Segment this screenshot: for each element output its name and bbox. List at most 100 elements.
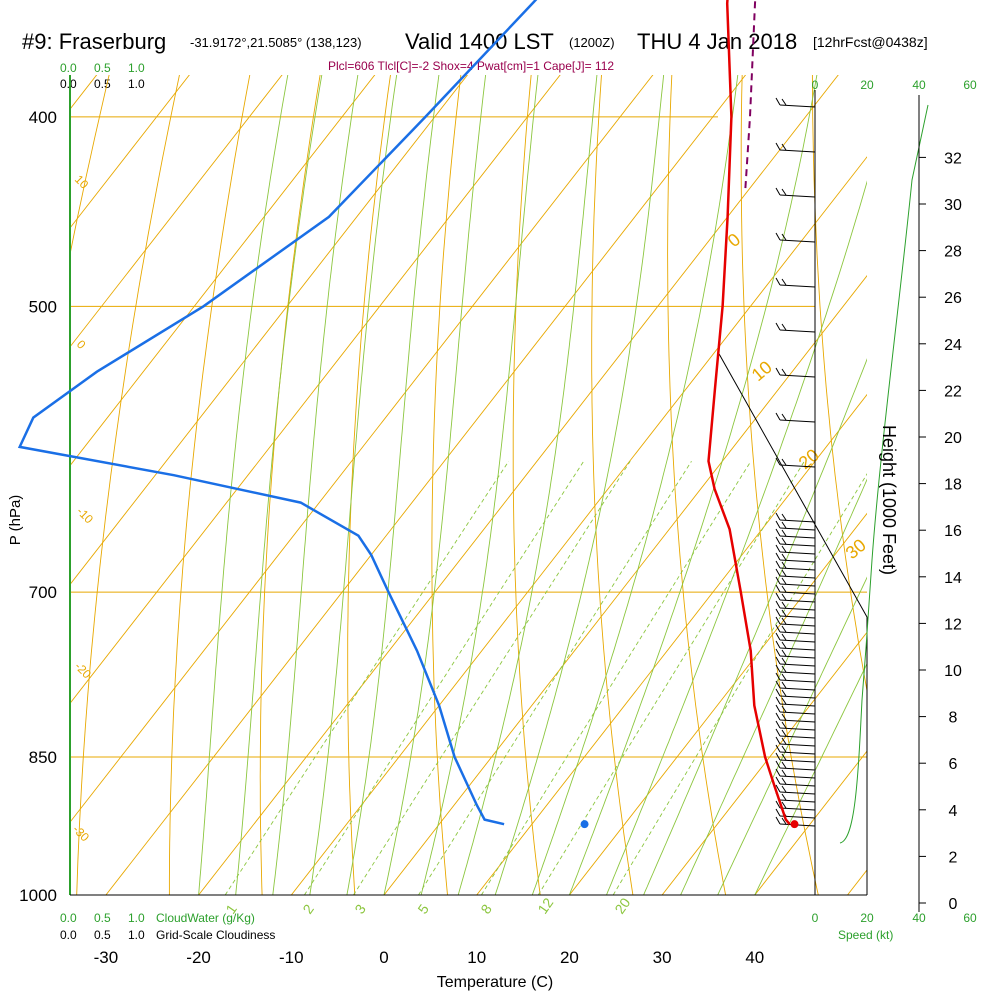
moist-adiabat-line xyxy=(457,75,598,895)
wind-barb xyxy=(775,568,781,577)
height-tick-label: 8 xyxy=(949,710,958,727)
isotherm-label: 20 xyxy=(795,445,823,473)
dry-adiabat-line xyxy=(811,75,867,694)
wind-barb xyxy=(779,284,816,288)
valid-date: THU 4 Jan 2018 xyxy=(637,29,797,54)
wind-barb xyxy=(775,616,781,625)
wind-barb xyxy=(775,277,781,286)
isotherm-line xyxy=(105,75,747,895)
cloudwater-label: CloudWater (g/Kg) xyxy=(156,911,255,925)
isotherm-line xyxy=(0,0,5,895)
cloud-tick: 1.0 xyxy=(128,61,145,75)
height-tick-label: 28 xyxy=(944,244,962,261)
moist-adiabat-line xyxy=(420,75,539,895)
mixing-ratio-line xyxy=(304,460,585,895)
mixing-ratio-line xyxy=(418,460,692,895)
wind-barb xyxy=(781,729,787,737)
wind-barb xyxy=(779,655,816,659)
wind-barb xyxy=(779,767,816,771)
axes: 2503004005007008501000-30-20-10010203040… xyxy=(19,75,962,967)
wind-barb xyxy=(775,608,781,617)
temperature-tick-label: -10 xyxy=(279,948,304,967)
dry-adiabat-line xyxy=(591,75,634,895)
wind-barb xyxy=(779,735,816,739)
wind-barb xyxy=(779,623,816,627)
wind-barb xyxy=(779,607,816,611)
height-tick-label: 18 xyxy=(944,477,962,494)
isotherm-line xyxy=(70,75,283,348)
dry-adiabat-label: -30 xyxy=(70,822,92,844)
wind-barb xyxy=(779,575,816,579)
isotherm-line xyxy=(290,156,867,895)
height-tick-label: 4 xyxy=(949,803,958,820)
wind-barb xyxy=(775,97,781,106)
wind-barb xyxy=(775,776,781,785)
valid-time: Valid 1400 LST xyxy=(405,29,554,54)
wind-barb xyxy=(781,641,787,649)
wind-speed-tick: 40 xyxy=(912,78,926,92)
wind-barb xyxy=(775,576,781,585)
background-lines xyxy=(0,0,867,895)
wind-barb xyxy=(781,233,787,241)
wind-barb xyxy=(781,737,787,745)
wind-barb xyxy=(775,632,781,641)
wind-barb xyxy=(781,368,787,376)
wind-barb xyxy=(779,194,816,198)
wind-barb xyxy=(775,752,781,761)
wind-speed-tick: 60 xyxy=(963,78,977,92)
moist-adiabat-line xyxy=(309,75,398,895)
wind-barb xyxy=(775,544,781,553)
wind-barb xyxy=(779,759,816,763)
wind-barb xyxy=(775,672,781,681)
wind-barb xyxy=(781,721,787,729)
wind-barb xyxy=(781,98,787,106)
wind-barb xyxy=(775,142,781,151)
wind-barb xyxy=(775,744,781,753)
wind-barb xyxy=(775,592,781,601)
cloudiness-tick: 0.0 xyxy=(60,928,77,942)
wind-barb xyxy=(775,712,781,721)
height-tick-label: 12 xyxy=(944,616,962,633)
wind-barb xyxy=(775,536,781,545)
temperature-tick-label: 20 xyxy=(560,948,579,967)
wind-barb xyxy=(779,783,816,787)
cloudiness-tick: 0.5 xyxy=(94,77,111,91)
wind-barb xyxy=(775,187,781,196)
wind-barb xyxy=(775,640,781,649)
wind-barb xyxy=(781,553,787,561)
wind-barb xyxy=(781,785,787,793)
isotherm-line xyxy=(847,869,867,895)
wind-barb xyxy=(775,656,781,665)
moist-adiabat-line xyxy=(754,662,867,895)
height-tick-label: 32 xyxy=(944,150,962,167)
isotherm-line xyxy=(70,75,376,467)
mixing-ratio-label: 8 xyxy=(477,901,495,917)
wind-barb xyxy=(781,413,787,421)
wind-speed-title: Speed (kt) xyxy=(838,928,893,942)
mixing-ratio-label: 5 xyxy=(414,901,432,917)
wind-barb xyxy=(781,665,787,673)
wind-barb xyxy=(779,743,816,747)
wind-barb xyxy=(779,615,816,619)
dry-adiabat-line xyxy=(76,75,180,895)
wind-barb xyxy=(775,736,781,745)
wind-barb xyxy=(779,419,816,423)
wind-barb xyxy=(779,647,816,651)
wind-barb xyxy=(779,671,816,675)
temperature-tick-label: -20 xyxy=(186,948,211,967)
cloudiness-tick: 1.0 xyxy=(128,928,145,942)
pressure-tick-label: 700 xyxy=(29,583,57,602)
wind-barb xyxy=(781,585,787,593)
wind-barb xyxy=(779,149,816,153)
wind-barb xyxy=(781,801,787,809)
cloud-tick: 0.5 xyxy=(94,61,111,75)
station-coords: -31.9172°,21.5085° (138,123) xyxy=(190,35,362,50)
wind-barb xyxy=(781,617,787,625)
wind-barb xyxy=(781,649,787,657)
wind-barb xyxy=(781,278,787,286)
wind-barb xyxy=(775,624,781,633)
wind-barb xyxy=(779,695,816,699)
isotherm-line xyxy=(70,75,468,586)
height-tick-label: 6 xyxy=(949,756,958,773)
wind-barb xyxy=(779,535,816,539)
